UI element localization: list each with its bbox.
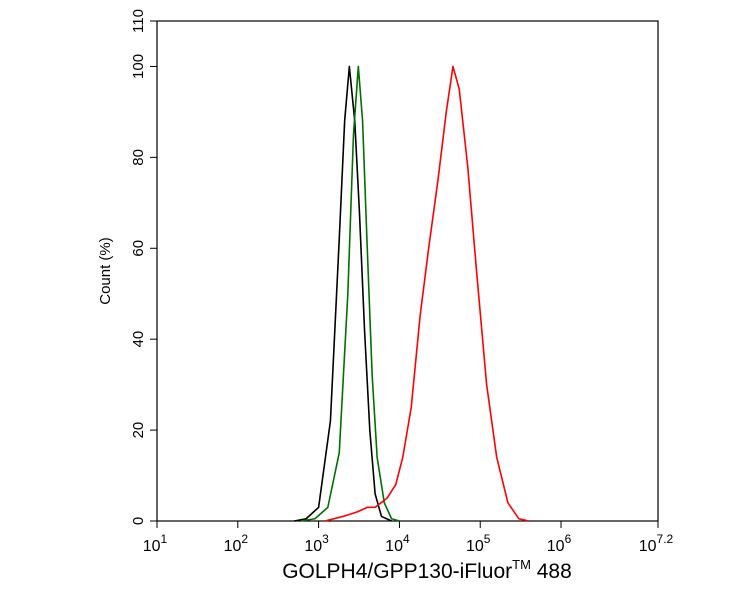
plot-frame xyxy=(156,20,659,522)
x-tick-exponent: 5 xyxy=(484,532,491,546)
x-tick-base: 10 xyxy=(304,538,322,555)
x-axis-label: GOLPH4/GPP130-iFluorTM 488 xyxy=(282,557,572,583)
x-axis-label-suffix: 488 xyxy=(531,560,572,583)
x-tick-base: 10 xyxy=(385,538,403,555)
series-line xyxy=(294,65,392,522)
x-tick-base: 10 xyxy=(224,538,242,555)
x-tick-exponent: 7.2 xyxy=(657,532,674,546)
series-line xyxy=(324,65,530,522)
y-tick-label: 80 xyxy=(130,149,147,166)
x-tick-label: 103 xyxy=(304,532,329,555)
x-tick-label: 101 xyxy=(143,532,168,555)
x-tick-exponent: 4 xyxy=(403,532,410,546)
x-tick-base: 10 xyxy=(466,538,484,555)
series-line xyxy=(300,65,400,522)
y-tick-label: 40 xyxy=(130,331,147,348)
y-tick-label: 60 xyxy=(130,240,147,257)
x-tick-base: 10 xyxy=(639,538,657,555)
x-axis-label-main: GOLPH4/GPP130-iFluor xyxy=(282,560,512,583)
y-tick-label: 110 xyxy=(130,9,147,33)
y-axis-label: Count (%) xyxy=(97,237,114,305)
x-tick-exponent: 3 xyxy=(322,532,329,546)
x-tick-exponent: 1 xyxy=(161,532,168,546)
x-tick-base: 10 xyxy=(143,538,161,555)
y-tick-label: 100 xyxy=(130,54,147,79)
y-tick-label: 20 xyxy=(130,422,147,439)
x-tick-label: 102 xyxy=(224,532,249,555)
y-tick-label: 0 xyxy=(130,517,147,525)
x-tick-label: 105 xyxy=(466,532,491,555)
x-axis-label-mark: TM xyxy=(512,557,531,572)
x-tick-exponent: 6 xyxy=(565,532,572,546)
x-tick-exponent: 2 xyxy=(241,532,248,546)
x-tick-label: 107.2 xyxy=(639,532,674,555)
x-tick-label: 104 xyxy=(385,532,410,555)
x-tick-base: 10 xyxy=(547,538,565,555)
x-tick-label: 106 xyxy=(547,532,572,555)
